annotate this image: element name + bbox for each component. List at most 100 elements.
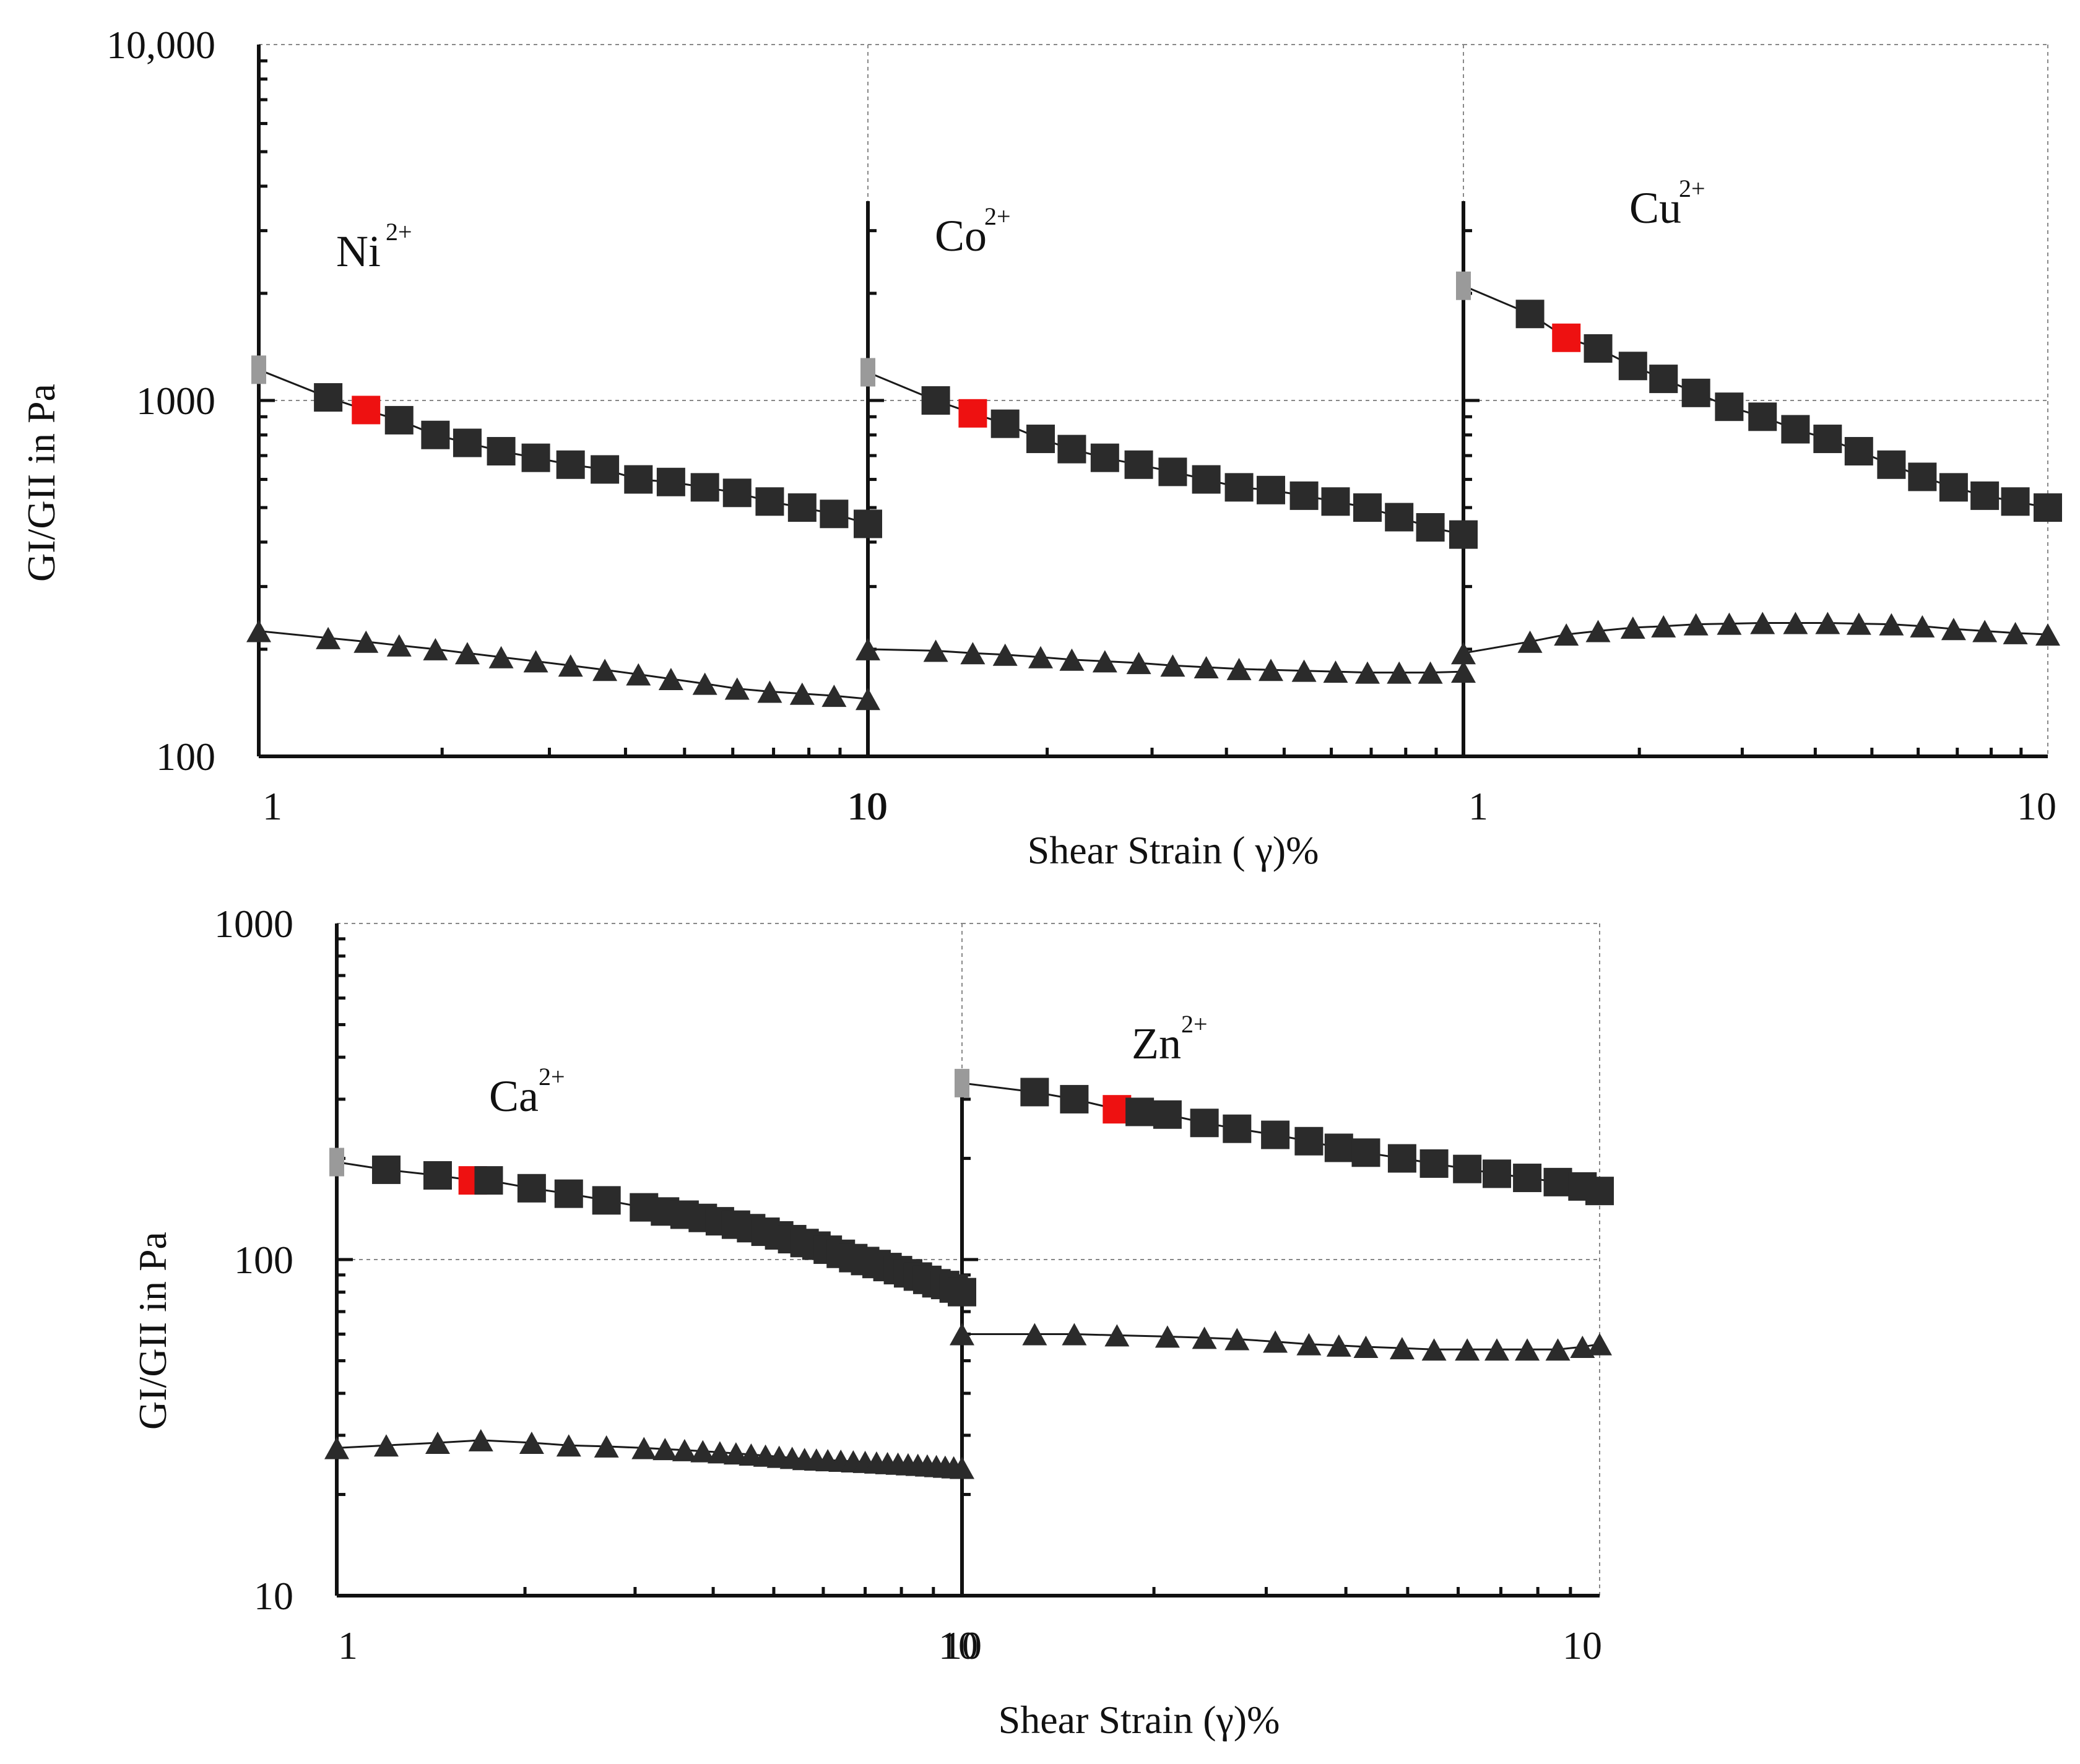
point-square-cu xyxy=(1877,450,1906,479)
point-triangle-cu xyxy=(1846,612,1871,635)
point-triangle-zn xyxy=(1484,1338,1510,1361)
point-square-zn xyxy=(1190,1109,1219,1138)
point-triangle-ca xyxy=(723,1442,748,1465)
point-square-zn xyxy=(955,1068,969,1097)
point-square-co xyxy=(921,386,950,415)
point-triangle-zn xyxy=(1263,1330,1288,1353)
point-square-ca xyxy=(371,1155,401,1184)
point-triangle-ca xyxy=(425,1432,450,1455)
point-square-cu xyxy=(1618,352,1647,381)
point-square-cu xyxy=(1649,365,1678,394)
point-square-zn xyxy=(1294,1126,1324,1156)
point-triangle-zn xyxy=(1296,1333,1322,1355)
point-triangle-cu xyxy=(1717,612,1742,635)
series-line-ni-1 xyxy=(258,630,869,700)
point-triangle-ni xyxy=(724,677,750,700)
point-square-ni xyxy=(521,443,550,472)
axis-layer xyxy=(257,45,2048,1598)
ion-label-co: Co xyxy=(935,211,987,261)
point-triangle-cu xyxy=(1651,615,1676,638)
point-square-zn xyxy=(1453,1154,1482,1183)
point-square-ni xyxy=(690,473,719,502)
point-triangle-zn xyxy=(1155,1325,1180,1348)
point-triangle-ca xyxy=(631,1437,657,1459)
ion-label-cu: Cu xyxy=(1629,183,1681,233)
ion-label-ca: Ca xyxy=(489,1071,539,1121)
point-triangle-ni xyxy=(386,634,412,657)
ion-label-ni: Ni xyxy=(336,227,381,276)
point-square-co xyxy=(958,399,987,428)
point-triangle-zn xyxy=(950,1323,974,1346)
point-triangle-co xyxy=(1059,648,1085,671)
point-triangle-co xyxy=(960,642,986,665)
point-square-cu xyxy=(1456,271,1471,300)
point-triangle-ca xyxy=(324,1437,349,1459)
point-triangle-ni xyxy=(692,672,717,695)
point-triangle-zn xyxy=(1326,1334,1351,1357)
y-tick-label-ca: 100 xyxy=(234,1238,293,1282)
point-triangle-zn xyxy=(1062,1323,1087,1346)
point-square-ca xyxy=(592,1186,621,1215)
point-triangle-co xyxy=(1160,654,1185,677)
point-square-cu xyxy=(1844,437,1873,466)
point-triangle-ca xyxy=(690,1440,716,1463)
point-triangle-zn xyxy=(1545,1338,1571,1361)
point-square-ni xyxy=(556,450,585,479)
point-triangle-cu xyxy=(1683,613,1709,636)
x-tick-label-co: 10 xyxy=(847,784,886,828)
point-triangle-ni xyxy=(523,650,548,673)
point-square-ni xyxy=(384,405,414,435)
point-triangle-co xyxy=(923,639,948,662)
point-square-co xyxy=(1026,425,1055,454)
point-square-ca xyxy=(948,1278,976,1307)
point-triangle-ni xyxy=(246,620,271,642)
point-triangle-co xyxy=(856,638,880,660)
point-square-ni xyxy=(591,455,620,484)
point-square-zn xyxy=(1153,1100,1182,1129)
x-tick-label-zn: 10 xyxy=(1562,1623,1602,1667)
point-square-co xyxy=(1192,465,1221,494)
point-square-ca xyxy=(474,1166,503,1195)
point-triangle-ni xyxy=(757,680,782,703)
point-triangle-ni xyxy=(821,685,847,707)
point-triangle-zn xyxy=(1022,1323,1047,1346)
point-square-co xyxy=(1090,443,1119,472)
y-tick-label-ca: 1000 xyxy=(214,902,293,946)
x-tick-label-ni: 1 xyxy=(262,784,282,828)
point-triangle-cu xyxy=(1941,618,1966,641)
point-triangle-cu xyxy=(1585,620,1611,642)
ion-label-zn: Zn xyxy=(1132,1019,1181,1068)
point-square-ni xyxy=(251,355,266,384)
point-square-cu xyxy=(1970,481,2000,510)
point-square-cu xyxy=(1552,323,1581,352)
point-triangle-ca xyxy=(652,1438,678,1461)
point-square-zn xyxy=(1387,1144,1416,1173)
point-triangle-ni xyxy=(626,663,651,686)
point-triangle-ni xyxy=(423,638,448,660)
point-triangle-cu xyxy=(1815,612,1840,634)
point-square-ni xyxy=(722,478,752,508)
point-triangle-ca xyxy=(707,1441,732,1464)
y-tick-label-ni: 10,000 xyxy=(106,23,215,67)
point-triangle-ca xyxy=(950,1456,974,1479)
point-triangle-ni xyxy=(658,667,683,690)
point-square-ca xyxy=(423,1161,452,1190)
point-square-zn xyxy=(1513,1164,1542,1193)
point-square-co xyxy=(1321,487,1350,516)
point-square-ni xyxy=(314,383,343,412)
point-square-co xyxy=(1353,493,1382,522)
point-square-ni xyxy=(453,428,482,457)
point-square-co xyxy=(1224,473,1254,502)
point-triangle-cu xyxy=(1783,612,1808,634)
point-square-ni xyxy=(352,396,381,425)
point-triangle-ni xyxy=(592,659,618,681)
point-triangle-zn xyxy=(1104,1324,1130,1347)
point-triangle-ni xyxy=(789,682,815,705)
point-triangle-zn xyxy=(1421,1338,1447,1361)
point-triangle-co xyxy=(1092,650,1117,673)
point-triangle-co xyxy=(992,643,1018,666)
point-square-cu xyxy=(1681,378,1710,407)
point-square-ca xyxy=(329,1148,344,1177)
point-triangle-cu xyxy=(2035,623,2060,646)
point-triangle-zn xyxy=(1224,1328,1250,1351)
